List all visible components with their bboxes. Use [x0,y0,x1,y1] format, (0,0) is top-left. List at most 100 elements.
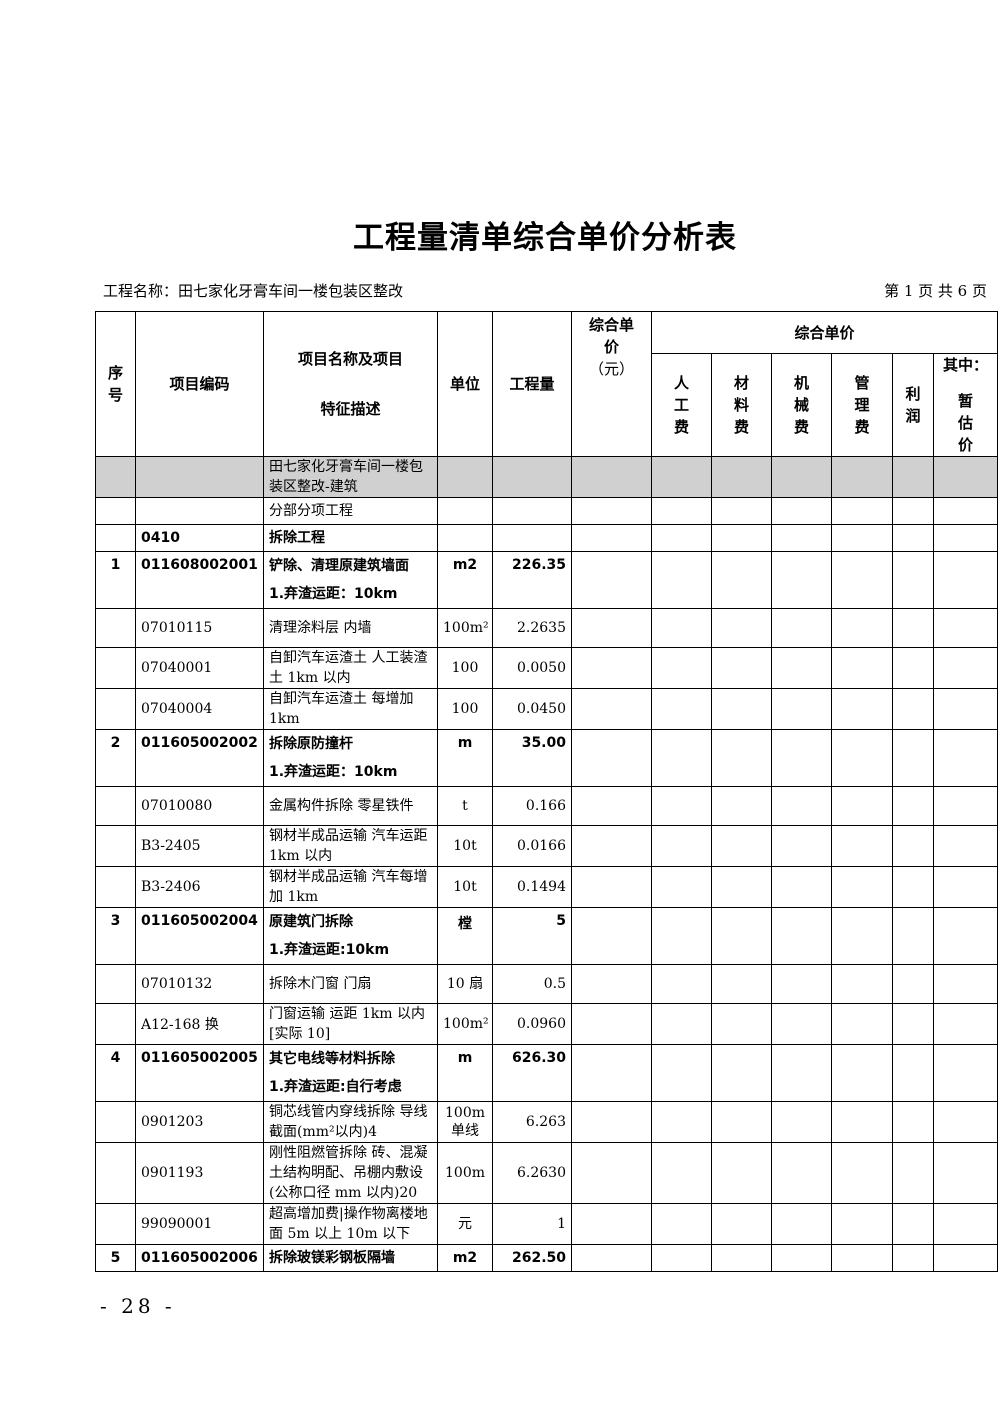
item-name: 钢材半成品运输 汽车每增加 1km [269,869,428,905]
price-cell [892,825,934,867]
cell: 100m [437,1142,493,1204]
price-cell [571,1203,652,1245]
price-cell [771,608,832,648]
price-cell [831,608,893,648]
price-cell [771,1044,832,1102]
cell: 100m² [437,1003,493,1045]
price-cell [892,1244,934,1272]
cell [95,1203,136,1245]
item-name: 刚性阻燃管拆除 砖、混凝土结构明配、吊棚内敷设(公称口径 mm 以内)20 [269,1145,428,1201]
cell: 07010080 [135,786,264,826]
price-cell [711,1244,772,1272]
price-cell [932,866,999,908]
price-cell [771,688,832,730]
header-cell: 工程量 [492,311,572,457]
price-cell [771,729,832,787]
price-cell [892,1044,934,1102]
title: 工程量清单综合单价分析表 [353,220,737,256]
header-text: 项目名称及项目 [297,350,403,368]
price-cell [771,1101,832,1143]
quantity: 0.166 [525,798,566,814]
page-number: 第 1 页 共 6 页 [884,282,987,300]
price-cell [932,647,999,689]
price-cell [831,551,893,609]
price-cell [892,608,934,648]
item-name: 1.弃渣运距：10km [269,586,398,602]
price-cell [932,825,999,867]
unit: 樘 [458,916,472,932]
price-cell [932,524,999,552]
price-cell [771,1142,832,1204]
item-code: 0410 [141,530,180,546]
price-cell [571,825,652,867]
header-text: 综合单价 [794,323,855,342]
cell [95,1142,136,1204]
section-row: 田七家化牙膏车间一楼包装区整改-建筑 [95,456,999,498]
price-cell [932,608,999,648]
price-cell [651,551,712,609]
quantity: 0.0166 [517,838,566,854]
cell: 1 [95,551,136,609]
unit: 10 扇 [446,976,484,992]
cell: 100 [437,647,493,689]
price-cell [571,907,652,965]
cell: 清理涂料层 内墙 [263,608,438,648]
price-cell [571,1142,652,1204]
item-code: 0901203 [141,1114,204,1130]
price-cell [711,1101,772,1143]
cell: 262.50 [492,1244,572,1272]
item-code: 99090001 [141,1216,213,1232]
table-row: B3-2405 钢材半成品运输 汽车运距 1km 以内 10t 0.0166 [95,825,999,867]
cell: 10 扇 [437,964,493,1004]
price-cell [651,964,712,1004]
row-number: 5 [110,1250,121,1266]
unit: 100 [451,701,479,717]
header-text: 序号 [107,364,123,404]
item-name: 门窗运输 运距 1km 以内[实际 10] [269,1006,426,1042]
quantity: 0.0960 [517,1016,566,1032]
cell [437,524,493,552]
cell: 011605002005 [135,1044,264,1102]
quantity: 35.00 [521,735,566,751]
price-cell [831,1142,893,1204]
cell [95,786,136,826]
unit: 100m [445,1165,485,1181]
cell: 0.0960 [492,1003,572,1045]
cell [95,866,136,908]
table-row: 07010132 拆除木门窗 门扇 10 扇 0.5 [95,964,999,1004]
header-cell: 项目编码 [135,311,264,457]
unit: 10t [453,879,477,895]
item-name: 拆除玻镁彩钢板隔墙 [269,1250,395,1266]
cell: 10t [437,825,493,867]
price-cell [651,524,712,552]
header-text: 管理费 [854,374,870,436]
item-code: B3-2406 [141,879,201,895]
cell [492,456,572,498]
price-cell [651,1044,712,1102]
price-cell [651,1003,712,1045]
unit: 100m 单线 [445,1105,485,1139]
cell [95,497,136,525]
quantity: 2.2635 [517,620,566,636]
cell: 原建筑门拆除 1.弃渣运距:10km [263,907,438,965]
item-name: 金属构件拆除 零星铁件 [269,798,414,814]
cell: 其它电线等材料拆除 1.弃渣运距:自行考虑 [263,1044,438,1102]
header-cell: 其中： 暂估价 [932,353,999,457]
price-cell [651,497,712,525]
cell [437,497,493,525]
cell: 0.0450 [492,688,572,730]
price-cell [932,786,999,826]
price-cell [651,907,712,965]
table-row: 分部分项工程 [95,497,999,525]
cell [892,456,934,498]
cell [771,456,832,498]
item-code: 07040001 [141,660,213,676]
header-text: 工程量 [509,375,555,393]
unit: t [462,798,468,814]
cell: 田七家化牙膏车间一楼包装区整改-建筑 [263,456,438,498]
cell [831,456,893,498]
price-cell [711,497,772,525]
price-cell [651,608,712,648]
row-number: 1 [110,557,121,573]
price-cell [831,1101,893,1143]
